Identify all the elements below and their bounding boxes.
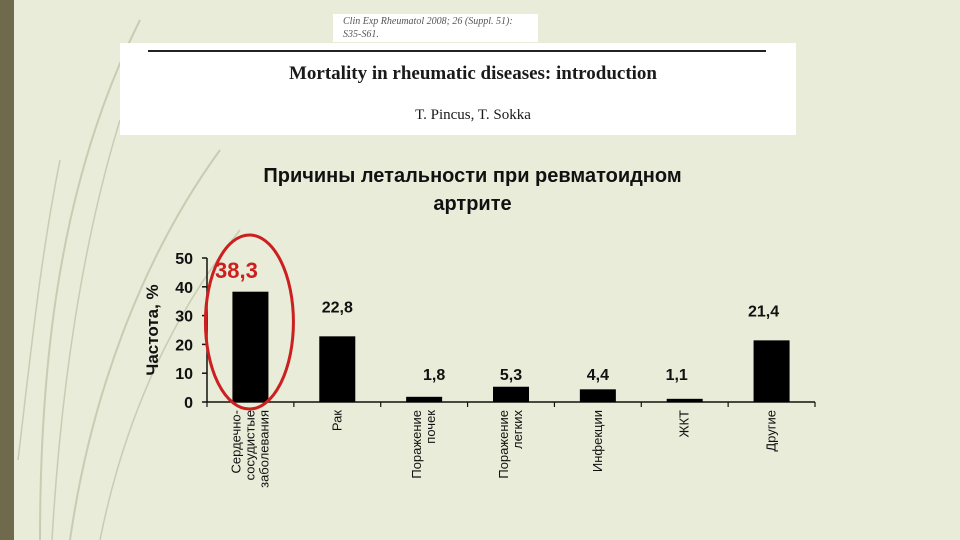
- category-label: легких: [510, 410, 525, 450]
- y-tick-label: 0: [184, 395, 193, 412]
- value-label: 21,4: [748, 303, 779, 320]
- bar: [319, 336, 356, 402]
- journal-reference: Clin Exp Rheumatol 2008; 26 (Suppl. 51):…: [333, 14, 538, 42]
- bar: [406, 396, 443, 402]
- paper-header-card: Mortality in rheumatic diseases: introdu…: [120, 43, 796, 135]
- category-label: заболевания: [256, 410, 271, 488]
- bar: [579, 389, 616, 402]
- category-label: Поражение: [496, 410, 511, 479]
- value-label: 22,8: [322, 299, 353, 316]
- journal-reference-line1: Clin Exp Rheumatol 2008; 26 (Suppl. 51):: [343, 16, 513, 27]
- category-label: сосудистые: [242, 410, 257, 480]
- category-label: Инфекции: [590, 410, 605, 472]
- header-rule: [148, 50, 766, 52]
- left-accent-bar: [0, 0, 14, 540]
- highlight-ellipse: [203, 233, 295, 411]
- bar: [232, 291, 269, 402]
- category-label: Поражение: [409, 410, 424, 479]
- category-label: Другие: [764, 410, 779, 452]
- category-label: Сердечно-: [228, 410, 243, 473]
- bar: [493, 386, 529, 402]
- bar: [666, 398, 703, 402]
- category-label: ЖКТ: [677, 410, 692, 438]
- value-label: 1,8: [423, 367, 445, 384]
- value-label: 1,1: [666, 367, 688, 384]
- y-axis-label: Частота, %: [143, 284, 162, 375]
- chart-bars: [232, 291, 790, 402]
- value-label: 38,3: [215, 258, 258, 283]
- journal-reference-line2: S35-S61.: [343, 29, 379, 40]
- paper-authors: T. Pincus, T. Sokka: [415, 107, 531, 123]
- paper-title: Mortality in rheumatic diseases: introdu…: [288, 63, 657, 84]
- y-tick-label: 20: [175, 337, 193, 354]
- y-tick-label: 30: [175, 309, 193, 326]
- category-label: Рак: [329, 410, 344, 431]
- bar: [753, 340, 790, 402]
- value-label: 4,4: [587, 367, 609, 384]
- y-tick-label: 50: [175, 251, 193, 268]
- value-label: 5,3: [500, 367, 522, 384]
- y-tick-label: 40: [175, 280, 193, 297]
- chart-title-line2: артрите: [433, 193, 512, 215]
- category-label: почек: [423, 410, 438, 444]
- y-tick-label: 10: [175, 366, 193, 383]
- chart-title-line1: Причины летальности при ревматоидном: [263, 165, 682, 187]
- chart-title: Причины летальности при ревматоидном арт…: [200, 162, 745, 218]
